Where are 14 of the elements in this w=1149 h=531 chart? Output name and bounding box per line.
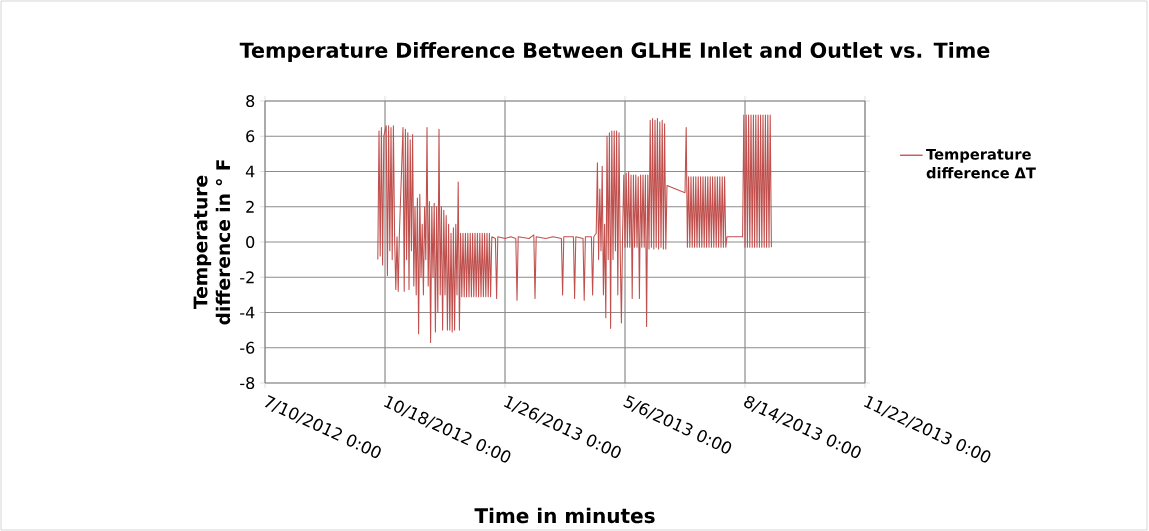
y-tick-label: 6 bbox=[246, 130, 255, 143]
y-tick-label: 4 bbox=[245, 165, 255, 178]
y-tick-label: -4 bbox=[240, 306, 255, 319]
y-tick-label: -8 bbox=[240, 376, 255, 390]
x-axis-title: Time in minutes bbox=[474, 507, 655, 524]
chart-title: Temperature Difference Between GLHE Inlet and Outlet vs. Time bbox=[239, 41, 990, 62]
y-tick-label: 8 bbox=[246, 94, 255, 108]
y-tick-label: -2 bbox=[240, 271, 254, 284]
legend-label: Temperature difference ΔT bbox=[926, 148, 1036, 179]
y-tick-label: 2 bbox=[246, 200, 254, 213]
y-tick-label: 0 bbox=[246, 235, 255, 249]
y-axis-title: Temperature difference in ° F bbox=[193, 160, 231, 325]
y-tick-label: -6 bbox=[240, 341, 255, 354]
line-series bbox=[377, 114, 772, 343]
